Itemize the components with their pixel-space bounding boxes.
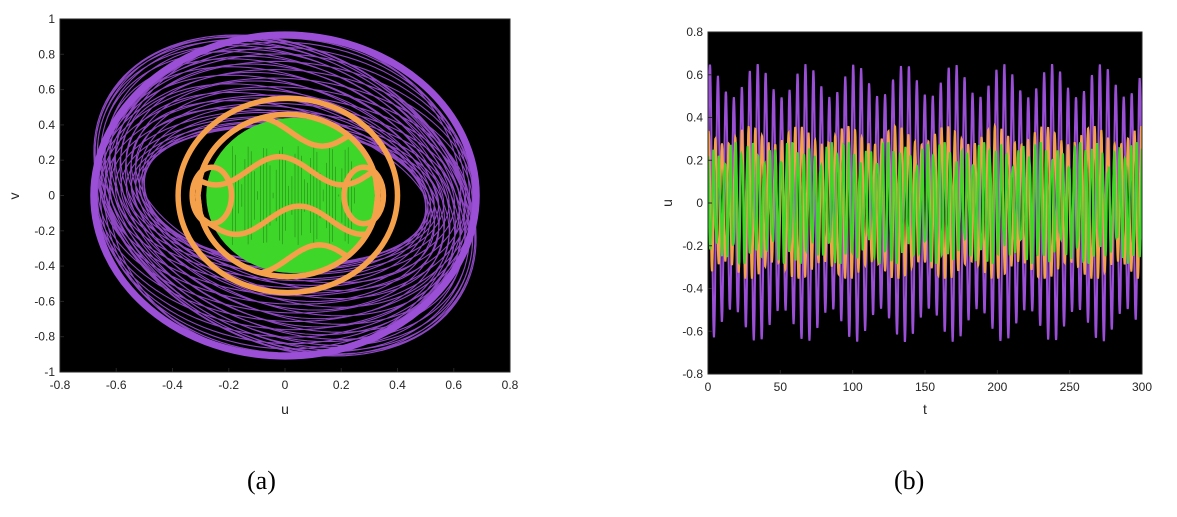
b-y-tick-label-8: 0.8 (686, 25, 703, 39)
a-x-tick-label-0: -0.8 (50, 378, 71, 392)
x-axis-label-b: t (923, 401, 927, 417)
a-y-tick-label-3: -0.4 (34, 259, 55, 273)
series-a-orange (175, 95, 401, 296)
b-y-tick-label-7: 0.6 (686, 68, 703, 82)
series-a-orange-band-3 (195, 115, 381, 196)
ticks-b: 0 50 100 150 200 250 300 -0.8 -0.6 -0.4 -0.2 0 0.2 0.… (682, 25, 1152, 394)
b-x-tick-label-0: 0 (705, 380, 712, 394)
a-y-tick-label-6: 0.2 (38, 153, 55, 167)
panel-a: -0.8 -0.6 -0.4 -0.2 0 0.2 0.4 0.6 0.8-1-0.8-0.6-… (6, 12, 519, 417)
b-y-tick-label-5: 0.2 (686, 153, 703, 167)
series-a-orange-band-1 (195, 195, 381, 238)
caption-b: (b) (894, 466, 925, 495)
a-x-tick-label-7: 0.6 (445, 378, 462, 392)
b-y-tick-label-1: -0.6 (682, 324, 703, 338)
y-axis-label-a: v (6, 193, 22, 200)
series-b-green (708, 141, 1142, 266)
a-x-tick-label-8: 0.8 (502, 378, 519, 392)
caption-a: (a) (247, 466, 276, 495)
a-y-tick-label-5: 0 (48, 189, 55, 203)
a-x-tick-label-6: 0.4 (389, 378, 406, 392)
series-group-a (90, 31, 480, 360)
a-y-tick-label-0: -1 (44, 365, 55, 379)
b-y-tick-label-6: 0.4 (686, 111, 703, 125)
series-a-green (206, 117, 381, 274)
a-y-tick-label-7: 0.4 (38, 118, 55, 132)
b-x-tick-label-4: 200 (987, 380, 1007, 394)
series-a-orange-outer (175, 95, 401, 296)
series-a-orange-loop-1 (341, 164, 387, 227)
a-y-tick-label-10: 1 (48, 12, 55, 26)
b-y-tick-label-4: 0 (696, 196, 703, 210)
b-y-tick-label-0: -0.8 (682, 367, 703, 381)
b-y-tick-label-3: -0.2 (682, 239, 703, 253)
b-x-tick-label-5: 250 (1060, 380, 1080, 394)
b-x-tick-label-2: 100 (843, 380, 863, 394)
x-axis-label-a: u (281, 401, 289, 417)
series-a-orange-loop-0 (189, 164, 235, 227)
b-x-tick-label-6: 300 (1132, 380, 1152, 394)
a-x-tick-label-3: -0.2 (218, 378, 239, 392)
series-group-b (708, 63, 1142, 343)
series-a-purple-outer-edge (90, 31, 480, 360)
a-x-tick-label-4: 0 (282, 378, 289, 392)
panel-b: 0 50 100 150 200 250 300 -0.8 -0.6 -0.4 -0.2 0 0.2 0.… (659, 25, 1152, 417)
a-x-tick-label-5: 0.2 (333, 378, 350, 392)
a-y-tick-label-2: -0.6 (34, 294, 55, 308)
b-y-tick-label-2: -0.4 (682, 282, 703, 296)
a-y-tick-label-1: -0.8 (34, 330, 55, 344)
a-y-tick-label-8: 0.6 (38, 83, 55, 97)
b-x-tick-label-3: 150 (915, 380, 935, 394)
a-x-tick-label-1: -0.6 (106, 378, 127, 392)
series-a-orange-band-0 (195, 195, 381, 276)
y-axis-label-b: u (659, 199, 675, 207)
a-y-tick-label-4: -0.2 (34, 224, 55, 238)
a-x-tick-label-2: -0.4 (162, 378, 183, 392)
b-x-tick-label-1: 50 (774, 380, 788, 394)
a-y-tick-label-9: 0.8 (38, 47, 55, 61)
ticks-a: -0.8 -0.6 -0.4 -0.2 0 0.2 0.4 0.6 0.8-1-0.8-0.6-… (34, 12, 518, 392)
